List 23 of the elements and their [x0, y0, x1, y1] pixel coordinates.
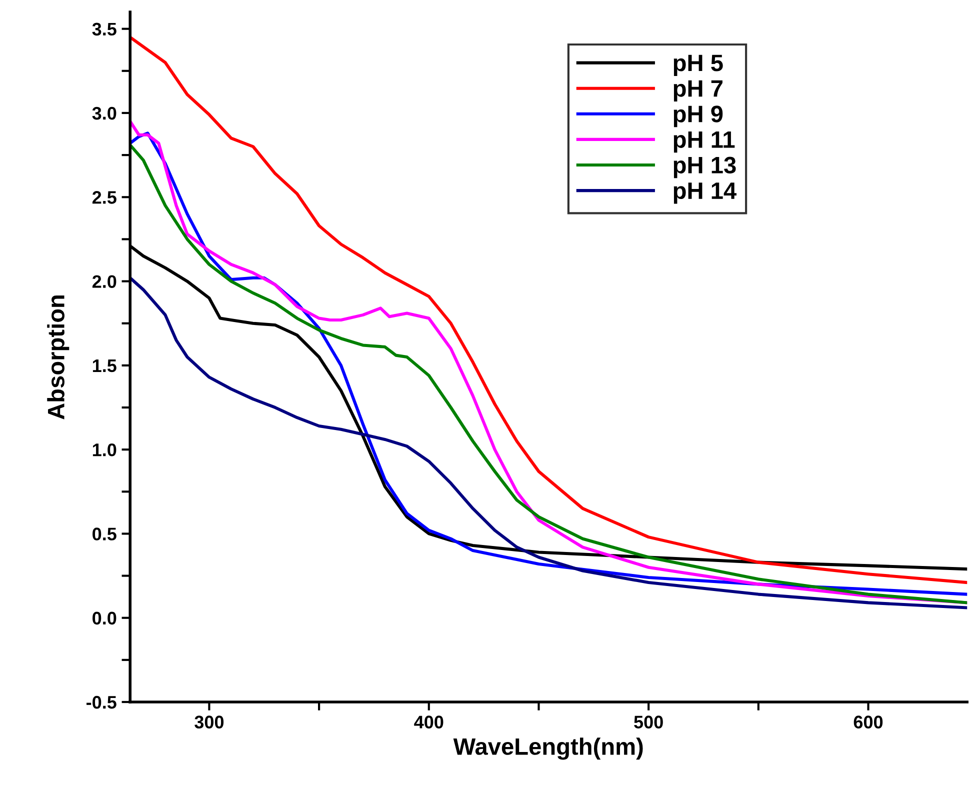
legend-label: pH 9: [674, 106, 723, 128]
line-series: [130, 276, 968, 610]
x-tick-label: 500: [634, 716, 663, 728]
x-tick-label: 400: [414, 716, 444, 728]
legend-label: pH 14: [674, 182, 736, 204]
y-tick-label: 1.0: [92, 443, 116, 456]
x-tick-label: 600: [854, 716, 883, 728]
legend-label: pH 5: [674, 54, 723, 76]
y-axis-title: Absorption: [47, 296, 70, 420]
x-tick-label: 300: [194, 716, 224, 728]
y-tick-label: 2.0: [92, 275, 116, 288]
y-tick-label: 2.5: [92, 191, 116, 204]
y-tick-label: 3.5: [92, 22, 116, 36]
y-tick-label: 3.0: [92, 106, 116, 120]
legend-label: pH 7: [674, 80, 722, 102]
y-tick-label: 0.0: [92, 612, 116, 625]
x-axis-title: WaveLength(nm): [453, 738, 643, 760]
y-tick-label: 0.5: [92, 528, 116, 540]
line-series: [130, 36, 968, 584]
y-tick-label: 1.5: [92, 360, 116, 372]
legend-label: pH 11: [674, 131, 735, 153]
legend-label: pH 13: [674, 156, 736, 178]
y-tick-label: -0.5: [86, 696, 116, 709]
